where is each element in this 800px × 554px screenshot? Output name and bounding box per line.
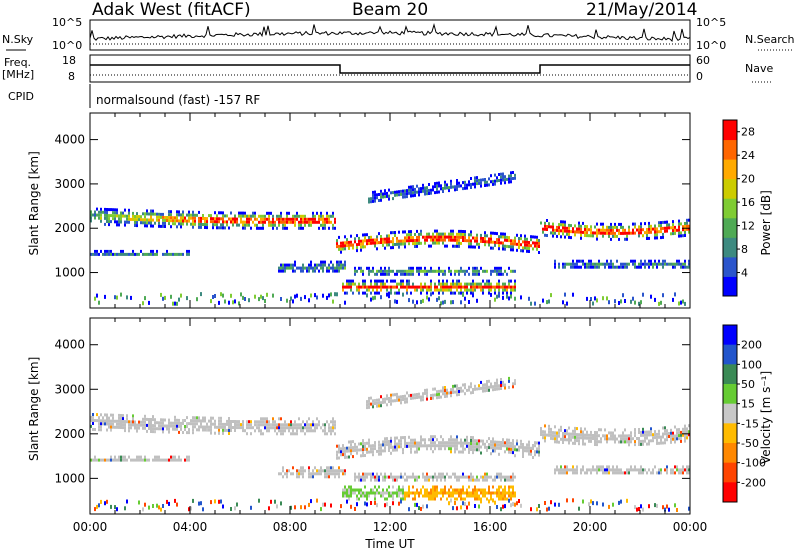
velocity-colorbar-seg-top-0	[723, 325, 737, 346]
power-colorbar-label-4: 12	[741, 220, 755, 233]
power-colorbar-seg-2	[723, 237, 737, 258]
cpid-label: CPID	[8, 90, 34, 103]
power-colorbar-seg-5	[723, 178, 737, 199]
velocity-ytick-label-2: 3000	[54, 382, 85, 396]
date-label: 21/May/2014	[586, 0, 698, 20]
nsky-tick-high: 10^5	[52, 16, 82, 29]
nave-label: Nave	[745, 62, 773, 75]
power-colorbar-label-1: 24	[741, 149, 755, 162]
velocity-colorbar-label-7: -200	[741, 476, 766, 489]
velocity-ytick-label-0: 1000	[54, 471, 85, 485]
velocity-colorbar-label-3: 15	[741, 398, 755, 411]
power-ylabel: Slant Range [km]	[27, 151, 41, 255]
freq-panel-frame	[89, 54, 691, 83]
power-colorbar-title: Power [dB]	[759, 190, 773, 255]
nsky-panel-frame	[89, 19, 691, 51]
xtick-label-6: 00:00	[673, 520, 708, 534]
power-ytick-label-0: 1000	[54, 266, 85, 280]
nave-tick-low: 0	[696, 70, 703, 83]
power-ytick-label-3: 4000	[54, 133, 85, 147]
velocity-colorbar-seg-top-4	[723, 403, 737, 424]
velocity-colorbar-label-1: 100	[741, 358, 762, 371]
velocity-ytick-label-3: 4000	[54, 338, 85, 352]
power-cells	[90, 171, 690, 306]
power-colorbar-label-6: 4	[741, 267, 748, 280]
velocity-colorbar-frame	[722, 324, 738, 503]
velocity-cells	[90, 376, 690, 512]
velocity-colorbar-seg-top-2	[723, 364, 737, 385]
cpid-text: normalsound (fast) -157 RF	[96, 93, 260, 107]
power-colorbar-frame	[722, 119, 738, 297]
freq-unit: [MHz]	[2, 68, 34, 81]
chart-title: Adak West (fitACF)	[92, 0, 251, 20]
velocity-colorbar-label-0: 200	[741, 339, 762, 352]
freq-tick-low: 8	[68, 70, 75, 83]
nsky-trace	[89, 22, 691, 44]
velocity-colorbar-seg-top-6	[723, 443, 737, 464]
velocity-plot-bg	[90, 318, 690, 514]
freq-trace	[90, 64, 690, 74]
nsky-tick-low: 10^0	[52, 39, 82, 52]
beam-label: Beam 20	[352, 0, 429, 20]
velocity-colorbar-label-5: -50	[741, 437, 759, 450]
xtick-label-2: 08:00	[273, 520, 308, 534]
nsearch-tick-high: 10^5	[696, 16, 726, 29]
velocity-colorbar-seg-top-7	[723, 462, 737, 483]
nsky-label: N.Sky	[2, 33, 34, 46]
power-ytick-label-2: 3000	[54, 177, 85, 191]
xtick-label-0: 00:00	[73, 520, 108, 534]
xtick-label-5: 20:00	[573, 520, 608, 534]
velocity-colorbar-label-4: -15	[741, 417, 759, 430]
velocity-colorbar-seg-top-8	[723, 482, 737, 503]
xtick-label-1: 04:00	[173, 520, 208, 534]
power-ytick-label-1: 2000	[54, 221, 85, 235]
velocity-ylabel: Slant Range [km]	[27, 357, 41, 461]
power-colorbar-label-0: 28	[741, 126, 755, 139]
power-colorbar-seg-8	[723, 120, 737, 141]
velocity-colorbar-seg-top-5	[723, 423, 737, 444]
power-colorbar-label-2: 20	[741, 173, 755, 186]
power-colorbar-seg-1	[723, 256, 737, 277]
power-colorbar-seg-3	[723, 217, 737, 238]
velocity-colorbar-seg-top-1	[723, 344, 737, 365]
power-colorbar-label-5: 8	[741, 243, 748, 256]
nsearch-tick-low: 10^0	[696, 39, 726, 52]
power-colorbar-seg-4	[723, 198, 737, 219]
nsearch-label: N.Search	[745, 33, 795, 46]
velocity-colorbar-seg-top-3	[723, 384, 737, 405]
freq-label: Freq.	[4, 56, 31, 69]
xtick-label-4: 16:00	[473, 520, 508, 534]
velocity-colorbar-label-6: -100	[741, 457, 766, 470]
xtick-label-3: 12:00	[373, 520, 408, 534]
power-colorbar-seg-0	[723, 276, 737, 297]
nave-tick-high: 60	[696, 54, 710, 67]
power-colorbar-label-3: 16	[741, 196, 755, 209]
velocity-colorbar-title: Velocity [m s⁻¹]	[759, 371, 773, 464]
xlabel: Time UT	[364, 537, 415, 551]
freq-tick-high: 18	[62, 54, 76, 67]
power-colorbar-seg-7	[723, 139, 737, 160]
power-colorbar-seg-6	[723, 159, 737, 180]
velocity-colorbar-label-2: 50	[741, 378, 755, 391]
velocity-ytick-label-1: 2000	[54, 427, 85, 441]
